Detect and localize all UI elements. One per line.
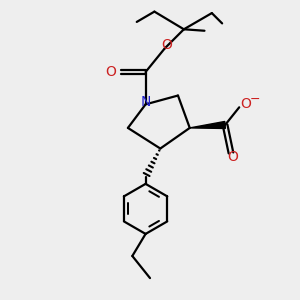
Text: O: O xyxy=(227,150,238,164)
Text: O: O xyxy=(161,38,172,52)
Text: N: N xyxy=(141,95,152,109)
Text: O: O xyxy=(105,65,116,79)
Polygon shape xyxy=(190,122,225,128)
Text: −: − xyxy=(250,93,260,106)
Text: O: O xyxy=(240,98,251,111)
